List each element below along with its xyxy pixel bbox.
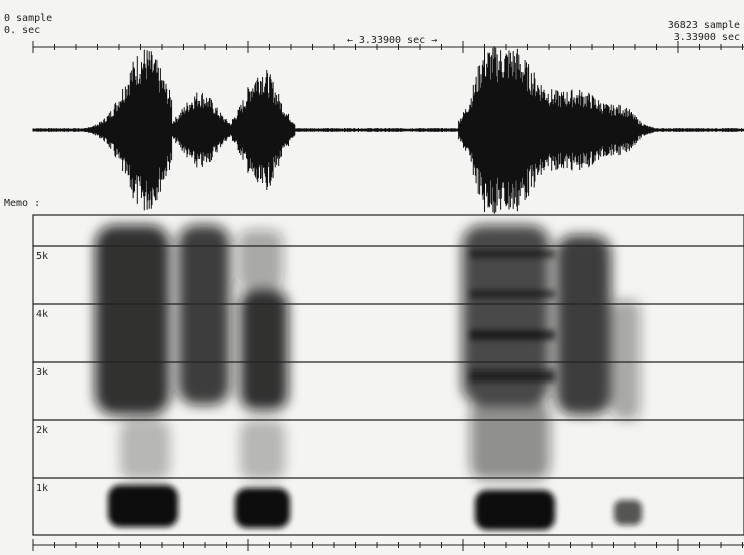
frequency-label: 4k	[36, 309, 48, 320]
duration: ← 3.33900 sec →	[347, 35, 437, 46]
frequency-label: 1k	[36, 483, 48, 494]
end-sample: 36823 sample	[668, 20, 740, 31]
frequency-label: 5k	[36, 251, 48, 262]
speech-analyzer: 0 sample 0. sec ← 3.33900 sec → 36823 sa…	[0, 0, 744, 555]
memo-label: Memo :	[4, 198, 40, 209]
start-time: 0. sec	[4, 25, 40, 36]
frequency-label: 2k	[36, 425, 48, 436]
frequency-label: 3k	[36, 367, 48, 378]
end-time: 3.33900 sec	[674, 32, 740, 43]
start-sample: 0 sample	[4, 13, 52, 24]
